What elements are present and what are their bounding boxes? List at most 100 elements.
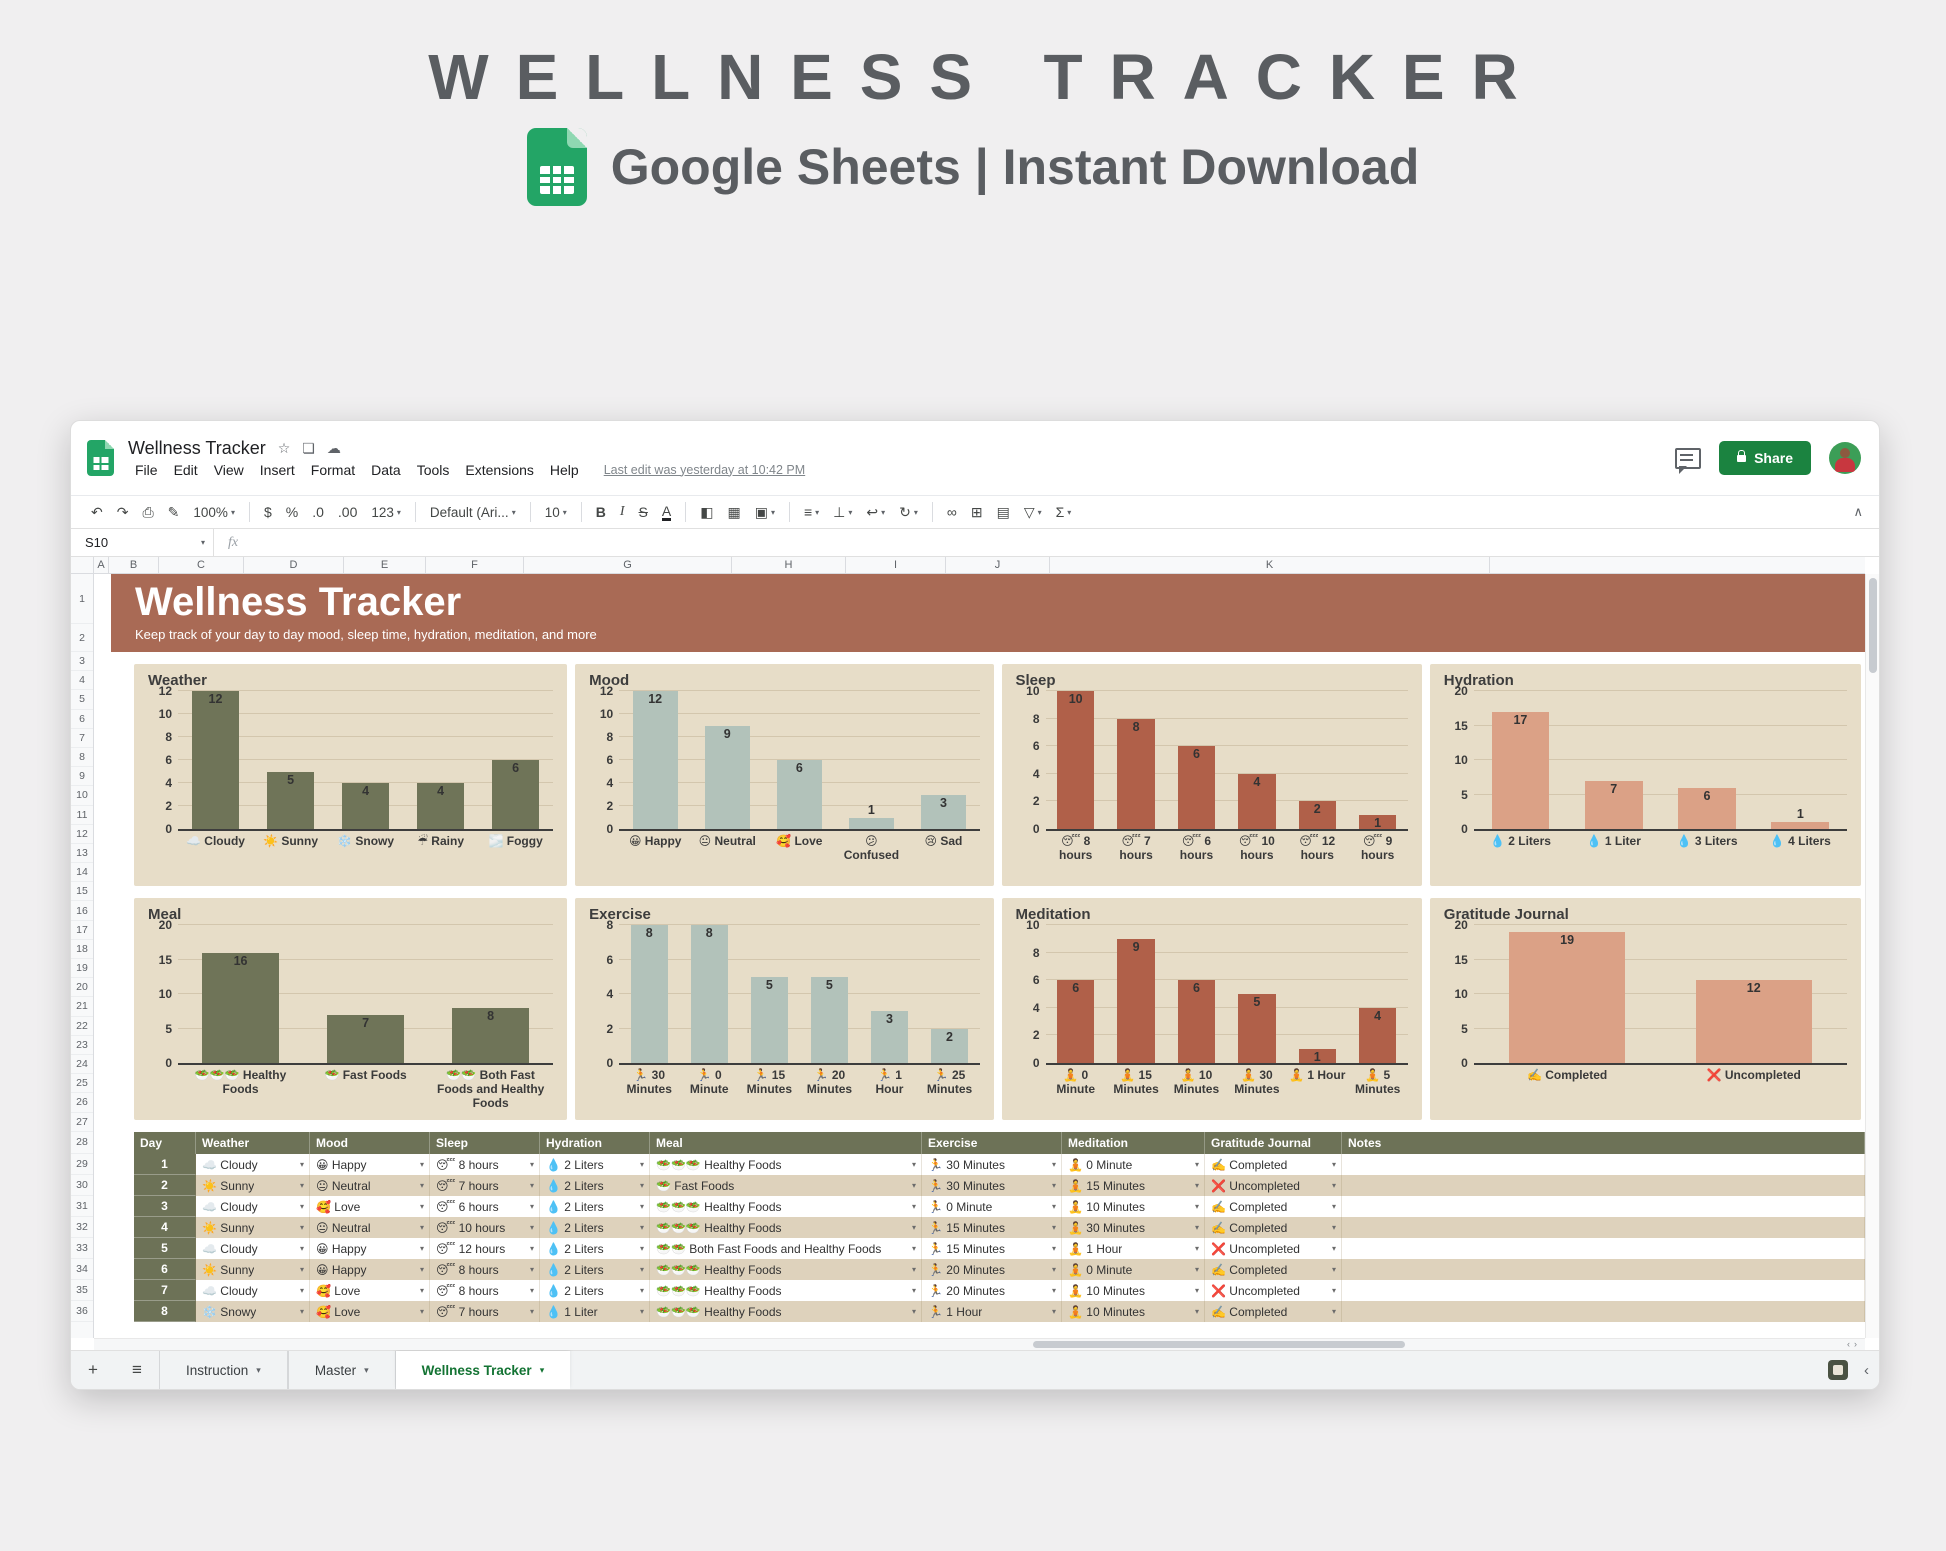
italic-button[interactable]: I [614, 502, 631, 522]
exercise-dropdown-cell[interactable]: 🏃 0 Minute ▾ [922, 1196, 1062, 1217]
meditation-dropdown-cell[interactable]: 🧘 10 Minutes ▾ [1062, 1196, 1205, 1217]
chart-meal[interactable]: Meal 0 5 10 15 20 16 7 8 🥗🥗🥗 Healthy Foods 🥗 Fast … [134, 898, 568, 1120]
scroll-arrows-icon[interactable]: ‹› [1847, 1339, 1861, 1349]
redo-button[interactable]: ↷ [111, 502, 135, 523]
notes-cell[interactable] [1342, 1259, 1865, 1280]
row-header-31[interactable]: 31 [71, 1196, 93, 1217]
star-icon[interactable]: ☆ [277, 439, 291, 456]
menu-extensions[interactable]: Extensions [465, 461, 534, 478]
tab-instruction[interactable]: Instruction ▾ [159, 1351, 288, 1389]
undo-button[interactable]: ↶ [85, 502, 109, 523]
row-header-21[interactable]: 21 [71, 997, 93, 1017]
chart-hydration[interactable]: Hydration 0 5 10 15 20 17 7 6 1 💧 2 Liters 💧 1 Lite… [1429, 664, 1861, 886]
sleep-dropdown-cell[interactable]: 😴 7 hours ▾ [430, 1175, 540, 1196]
create-filter-button[interactable]: ▽ ▾ [1018, 502, 1048, 523]
notes-cell[interactable] [1342, 1301, 1865, 1322]
tab-master[interactable]: Master ▾ [287, 1351, 396, 1389]
hydration-dropdown-cell[interactable]: 💧 2 Liters ▾ [540, 1217, 650, 1238]
mood-dropdown-cell[interactable]: 😀 Happy ▾ [310, 1259, 430, 1280]
column-header-A[interactable]: A [94, 557, 109, 573]
weather-dropdown-cell[interactable]: ☀️ Sunny ▾ [196, 1175, 310, 1196]
borders-button[interactable]: ▦ [721, 502, 746, 523]
row-header-30[interactable]: 30 [71, 1175, 93, 1196]
row-header-17[interactable]: 17 [71, 921, 93, 940]
meal-dropdown-cell[interactable]: 🥗🥗🥗 Healthy Foods ▾ [650, 1259, 922, 1280]
tab-wellness-tracker[interactable]: Wellness Tracker ▾ [395, 1351, 571, 1389]
chart-exercise[interactable]: Exercise 0 2 4 6 8 8 8 5 5 3 2 🏃 30 Minutes 🏃 0 Minut… [575, 898, 994, 1120]
row-header-25[interactable]: 25 [71, 1074, 93, 1094]
sleep-dropdown-cell[interactable]: 😴 12 hours ▾ [430, 1238, 540, 1259]
row-header-10[interactable]: 10 [71, 786, 93, 806]
sheets-app-icon[interactable] [87, 440, 114, 476]
mood-dropdown-cell[interactable]: 😐 Neutral ▾ [310, 1217, 430, 1238]
name-box[interactable]: S10 ▾ [71, 529, 214, 556]
day-cell[interactable]: 5 [134, 1238, 196, 1259]
comment-history-icon[interactable] [1675, 447, 1702, 474]
menu-edit[interactable]: Edit [173, 461, 198, 478]
menu-data[interactable]: Data [371, 461, 401, 478]
gratitude-journal-dropdown-cell[interactable]: ❌ Uncompleted ▾ [1205, 1175, 1342, 1196]
paint-format-button[interactable]: ✎ [162, 502, 186, 523]
horizontal-scrollbar-thumb[interactable] [1032, 1341, 1405, 1348]
row-header-32[interactable]: 32 [71, 1217, 93, 1238]
notes-cell[interactable] [1342, 1175, 1865, 1196]
weather-dropdown-cell[interactable]: ☁️ Cloudy ▾ [196, 1238, 310, 1259]
format-currency-button[interactable]: $ [258, 502, 278, 522]
add-sheet-button[interactable]: + [88, 1360, 98, 1379]
row-header-24[interactable]: 24 [71, 1055, 93, 1075]
mood-dropdown-cell[interactable]: 🥰 Love ▾ [310, 1301, 430, 1322]
row-header-16[interactable]: 16 [71, 901, 93, 921]
row-header-33[interactable]: 33 [71, 1238, 93, 1259]
horizontal-align-button[interactable]: ≡ ▾ [798, 502, 825, 522]
last-edit-link[interactable]: Last edit was yesterday at 10:42 PM [603, 462, 806, 477]
functions-button[interactable]: Σ ▾ [1050, 502, 1078, 522]
collapse-button[interactable]: ‹ [1864, 1361, 1869, 1379]
exercise-dropdown-cell[interactable]: 🏃 15 Minutes ▾ [922, 1217, 1062, 1238]
row-header-3[interactable]: 3 [71, 652, 93, 672]
exercise-dropdown-cell[interactable]: 🏃 15 Minutes ▾ [922, 1238, 1062, 1259]
gratitude-journal-dropdown-cell[interactable]: ✍️ Completed ▾ [1205, 1217, 1342, 1238]
row-header-22[interactable]: 22 [71, 1017, 93, 1036]
notes-cell[interactable] [1342, 1196, 1865, 1217]
sleep-dropdown-cell[interactable]: 😴 8 hours ▾ [430, 1154, 540, 1175]
fill-color-button[interactable]: ◧ [694, 502, 719, 523]
column-header-G[interactable]: G [524, 557, 732, 573]
row-header-7[interactable]: 7 [71, 729, 93, 748]
meal-dropdown-cell[interactable]: 🥗🥗🥗 Healthy Foods ▾ [650, 1280, 922, 1301]
row-header-8[interactable]: 8 [71, 748, 93, 768]
column-header-D[interactable]: D [244, 557, 344, 573]
document-title[interactable]: Wellness Tracker [128, 437, 266, 458]
row-header-5[interactable]: 5 [71, 690, 93, 710]
mood-dropdown-cell[interactable]: 🥰 Love ▾ [310, 1280, 430, 1301]
column-header-F[interactable]: F [426, 557, 524, 573]
day-cell[interactable]: 7 [134, 1280, 196, 1301]
row-header-2[interactable]: 2 [71, 624, 93, 652]
row-header-23[interactable]: 23 [71, 1036, 93, 1055]
chart-gratitude-journal[interactable]: Gratitude Journal 0 5 10 15 20 19 12 ✍️ Complete… [1429, 898, 1861, 1120]
meal-dropdown-cell[interactable]: 🥗🥗🥗 Healthy Foods ▾ [650, 1154, 922, 1175]
meditation-dropdown-cell[interactable]: 🧘 0 Minute ▾ [1062, 1259, 1205, 1280]
menu-tools[interactable]: Tools [416, 461, 450, 478]
weather-dropdown-cell[interactable]: ❄️ Snowy ▾ [196, 1301, 310, 1322]
row-header-29[interactable]: 29 [71, 1154, 93, 1175]
hydration-dropdown-cell[interactable]: 💧 2 Liters ▾ [540, 1280, 650, 1301]
menu-insert[interactable]: Insert [259, 461, 295, 478]
notes-cell[interactable] [1342, 1238, 1865, 1259]
menu-help[interactable]: Help [549, 461, 579, 478]
meditation-dropdown-cell[interactable]: 🧘 30 Minutes ▾ [1062, 1217, 1205, 1238]
row-header-19[interactable]: 19 [71, 959, 93, 979]
meal-dropdown-cell[interactable]: 🥗🥗 Both Fast Foods and Healthy Foods ▾ [650, 1238, 922, 1259]
more-formats-button[interactable]: 123 ▾ [365, 503, 407, 522]
row-header-35[interactable]: 35 [71, 1280, 93, 1301]
exercise-dropdown-cell[interactable]: 🏃 1 Hour ▾ [922, 1301, 1062, 1322]
row-header-34[interactable]: 34 [71, 1259, 93, 1280]
row-header-1[interactable]: 1 [71, 574, 93, 624]
sleep-dropdown-cell[interactable]: 😴 10 hours ▾ [430, 1217, 540, 1238]
vertical-scrollbar-thumb[interactable] [1869, 578, 1877, 673]
row-header-11[interactable]: 11 [71, 806, 93, 825]
formula-input[interactable] [252, 529, 1879, 556]
row-header-15[interactable]: 15 [71, 882, 93, 902]
day-cell[interactable]: 1 [134, 1154, 196, 1175]
meal-dropdown-cell[interactable]: 🥗🥗🥗 Healthy Foods ▾ [650, 1217, 922, 1238]
row-header-36[interactable]: 36 [71, 1301, 93, 1322]
